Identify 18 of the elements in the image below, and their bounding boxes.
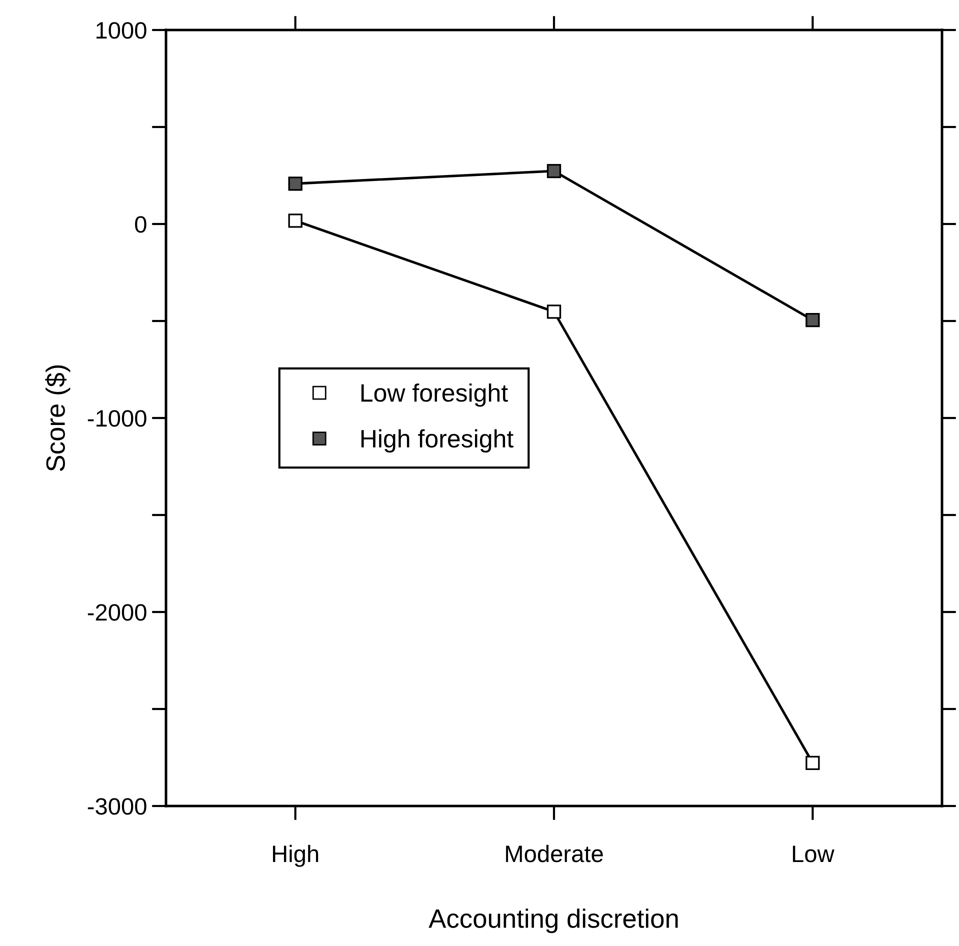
x-tick-label: Moderate (506, 844, 603, 862)
y-tick-label: -3000 (88, 798, 146, 815)
y-tick-label: -1000 (88, 410, 146, 427)
point (806, 312, 820, 328)
point (288, 176, 302, 191)
point (546, 164, 562, 178)
y-tick-label: 0 (135, 216, 146, 233)
y-tick-label: 1000 (96, 22, 146, 39)
x-tick-label: High (272, 844, 318, 867)
y-tick-label: -2000 (88, 604, 146, 621)
legend-label: Low foresight (361, 383, 508, 407)
point (546, 304, 562, 319)
x-tick-label: Low (792, 846, 834, 862)
point (806, 756, 820, 770)
y-axis-title: Score ($) (45, 365, 70, 472)
legend-label: High foresight (361, 429, 514, 453)
point (288, 214, 302, 228)
x-axis-title: Accounting discretion (428, 908, 678, 934)
